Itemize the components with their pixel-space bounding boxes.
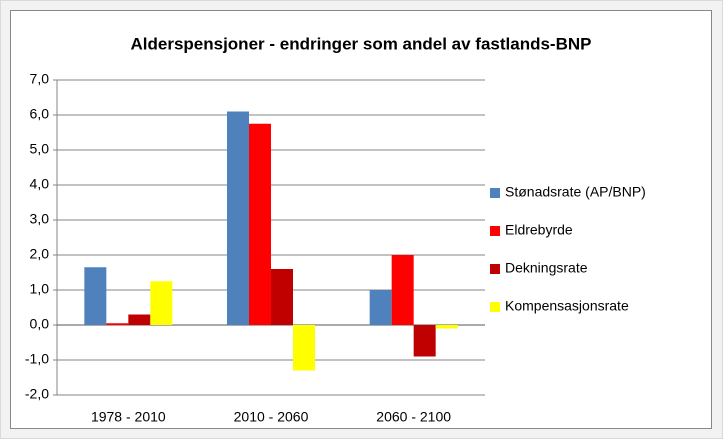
bar [435, 325, 458, 329]
y-tick-label: 0,0 [30, 316, 50, 332]
legend-swatch [490, 302, 500, 312]
x-tick-label: 2010 - 2060 [234, 409, 309, 425]
bar [271, 269, 293, 325]
y-tick-label: 2,0 [30, 246, 50, 262]
bar [150, 281, 173, 325]
legend-swatch [490, 188, 500, 198]
x-tick-label: 1978 - 2010 [91, 409, 166, 425]
bar [369, 290, 392, 325]
y-tick-label: 5,0 [30, 141, 50, 157]
bar [128, 314, 151, 325]
y-tick-label: 3,0 [30, 211, 50, 227]
x-tick-label: 2060 - 2100 [376, 409, 451, 425]
legend-swatch [490, 226, 500, 236]
legend-label: Eldrebyrde [505, 222, 573, 238]
legend-label: Stønadsrate (AP/BNP) [505, 184, 646, 200]
legend-label: Dekningsrate [505, 260, 588, 276]
y-tick-label: 4,0 [30, 176, 50, 192]
y-tick-label: 1,0 [30, 281, 50, 297]
bar [106, 323, 129, 325]
bar [227, 111, 249, 325]
legend-label: Kompensasjonsrate [505, 298, 629, 314]
y-tick-label: -1,0 [25, 351, 49, 367]
bar [249, 123, 271, 325]
bar [413, 325, 436, 357]
bar [391, 255, 414, 325]
bar [293, 325, 315, 371]
chart-title: Alderspensjoner - endringer som andel av… [130, 34, 591, 53]
legend-swatch [490, 264, 500, 274]
y-tick-label: 6,0 [30, 106, 50, 122]
y-tick-label: 7,0 [30, 71, 50, 87]
y-tick-label: -2,0 [25, 386, 49, 402]
bar [84, 267, 107, 325]
